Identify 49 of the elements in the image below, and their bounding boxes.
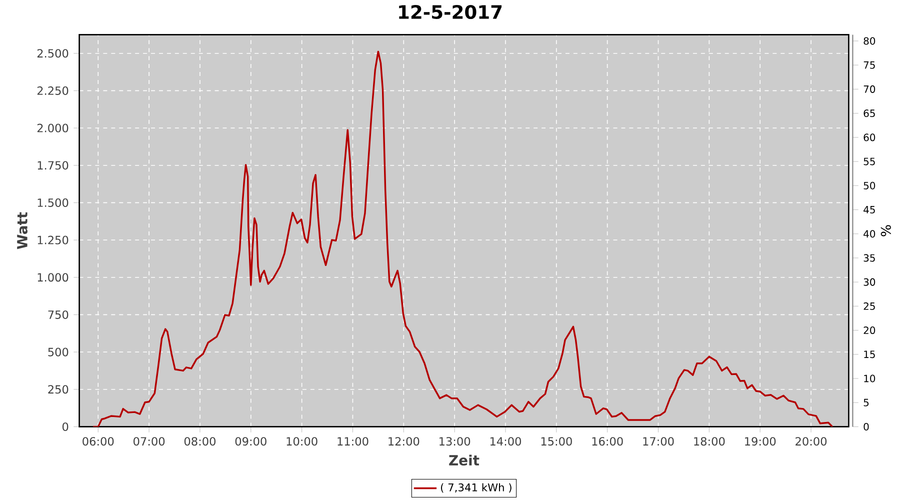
y-tick-label: 2.000 [37, 124, 68, 132]
y2-axis-title: % [880, 225, 891, 236]
x-tick-label: 12:00 [388, 437, 420, 446]
y2-tick-label: 15 [864, 350, 875, 358]
y2-tick-label: 30 [864, 278, 876, 286]
y-tick-label: 1.000 [38, 273, 68, 282]
y2-tick-label: 70 [864, 85, 876, 93]
y2-tick-label: 50 [864, 182, 876, 190]
y-tick-label: 1.250 [38, 236, 68, 244]
y2-tick-label: 45 [864, 206, 875, 214]
y2-tick-label: 55 [864, 158, 875, 166]
y2-tick-label: 40 [864, 230, 876, 238]
y2-tick-label: 0 [864, 422, 869, 430]
line-series [92, 50, 834, 427]
y-axis-title: Watt [17, 212, 28, 250]
x-tick-label: 08:00 [184, 437, 216, 446]
x-tick-label: 15:00 [541, 437, 572, 446]
x-tick-label: 19:00 [745, 437, 776, 446]
x-tick-label: 10:00 [286, 437, 318, 446]
y-tick-label: 1.500 [38, 198, 68, 207]
y-tick-label: 500 [48, 348, 68, 356]
y2-tick-label: 10 [864, 374, 876, 382]
y2-tick-label: 5 [864, 398, 869, 406]
x-tick-label: 13:00 [440, 437, 470, 446]
x-tick-label: 11:00 [338, 437, 368, 446]
y-tick-label: 250 [48, 385, 68, 394]
y2-tick-label: 65 [864, 110, 875, 118]
x-tick-label: 07:00 [134, 437, 165, 446]
y2-tick-label: 60 [864, 134, 876, 142]
y-tick-label: 2.250 [37, 86, 68, 95]
y-tick-label: 2.500 [37, 49, 68, 58]
y2-tick-label: 25 [864, 302, 875, 310]
y2-tick-label: 75 [864, 61, 875, 69]
chart-title: 12-5-2017 [399, 4, 502, 20]
x-tick-label: 20:00 [796, 437, 827, 446]
x-tick-label: 09:00 [235, 437, 266, 446]
x-tick-label: 16:00 [592, 437, 623, 446]
y2-tick-label: 20 [864, 326, 876, 334]
y2-tick-label: 80 [864, 37, 876, 45]
x-axis-title: Zeit [449, 454, 480, 466]
x-tick-label: 17:00 [643, 437, 674, 446]
legend-label: ( 7,341 kWh ) [440, 483, 512, 493]
x-tick-label: 06:00 [82, 437, 114, 446]
y-tick-label: 1.750 [38, 161, 68, 170]
y-tick-label: 0 [62, 422, 68, 431]
y2-tick-label: 35 [864, 254, 875, 262]
y-tick-label: 750 [48, 310, 68, 319]
x-tick-label: 18:00 [694, 437, 725, 446]
x-tick-label: 14:00 [490, 437, 522, 446]
